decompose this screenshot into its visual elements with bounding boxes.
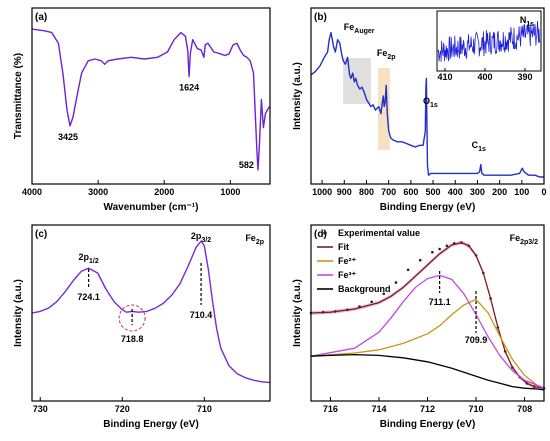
inset-n1s: 410 400 390 N1s xyxy=(436,10,542,82)
x-tick-label: 1000 xyxy=(312,187,332,197)
peak-label: FeAuger xyxy=(344,22,375,35)
x-tick-label: 2000 xyxy=(154,187,174,197)
panel-tag: (c) xyxy=(35,229,47,240)
x-axis-label: Binding Energy (eV) xyxy=(380,202,476,213)
inset-tick-label: 400 xyxy=(477,72,492,82)
panel-title: Fe2p3/2 xyxy=(510,233,539,246)
y-axis-label: Intensity (a.u.) xyxy=(13,279,24,347)
x-tick-label: 1000 xyxy=(220,187,240,197)
x-tick-label: 716 xyxy=(323,404,338,414)
x-tick-label: 712 xyxy=(420,404,435,414)
x-tick-label: 3000 xyxy=(88,187,108,197)
peak-label: 582 xyxy=(239,160,254,170)
panel-tag: (b) xyxy=(314,12,327,23)
x-axis-label: Wavenumber (cm⁻¹) xyxy=(104,202,199,213)
panel-tag: (d) xyxy=(314,229,327,240)
panel-4: 716 714 712 710 708 Binding Energy (eV) Intens… xyxy=(292,224,546,430)
panel-3: 730 720 710 Binding Energy (eV) Intensity (a… xyxy=(13,224,271,430)
data-point xyxy=(418,258,422,262)
x-tick-label: 708 xyxy=(517,404,532,414)
x-tick-label: 700 xyxy=(381,187,396,197)
panel-title: Fe2p xyxy=(245,233,264,246)
legend-swatch xyxy=(323,231,327,235)
x-tick-label: 600 xyxy=(403,187,418,197)
data-point xyxy=(394,281,398,284)
peak-label: 2p1/2 xyxy=(79,252,99,265)
x-tick-label: 710 xyxy=(469,404,484,414)
peak-label: 710.4 xyxy=(190,310,213,320)
data-point xyxy=(438,247,441,251)
inset-label: N1s xyxy=(520,15,534,28)
data-point xyxy=(445,244,449,248)
x-tick-label: 730 xyxy=(33,404,48,414)
data-point xyxy=(370,300,373,304)
y-axis-label: Transmittance (%) xyxy=(13,53,24,139)
x-tick-label: 300 xyxy=(470,187,485,197)
x-tick-label: 100 xyxy=(514,187,529,197)
x-tick-label: 714 xyxy=(371,404,386,414)
x-tick-label: 710 xyxy=(197,404,212,414)
legend-label: Experimental value xyxy=(338,228,420,238)
peak-label: 711.1 xyxy=(429,297,451,307)
inset-tick-label: 410 xyxy=(437,72,452,82)
x-tick-label: 900 xyxy=(337,187,352,197)
series-line xyxy=(310,31,544,178)
highlight-band xyxy=(378,68,390,150)
series-line xyxy=(31,240,271,384)
legend: Experimental value Fit Fe²⁺ Fe³⁺ Background xyxy=(317,228,420,294)
panel-1: 4000 3000 2000 1000 Wavenumber (cm⁻¹) Transmi… xyxy=(13,7,271,213)
peak-label: C1s xyxy=(472,140,486,153)
peak-label: Fe2p xyxy=(377,48,396,61)
peak-label: O1s xyxy=(423,96,438,109)
x-tick-label: 4000 xyxy=(22,187,42,197)
panel-tag: (a) xyxy=(35,12,47,23)
peak-label: 724.1 xyxy=(77,292,100,302)
plot-frame xyxy=(31,7,271,185)
y-axis-label: Intensity (a.u.) xyxy=(292,279,303,347)
peak-label: 1624 xyxy=(179,83,199,93)
panel-2: 1000 900 800 700 600 500 400 300 200 100 0Binding … xyxy=(292,7,547,213)
x-axis-label: Binding Energy (eV) xyxy=(380,419,476,430)
x-tick-label: 0 xyxy=(541,187,546,197)
x-axis-label: Binding Energy (eV) xyxy=(103,419,199,430)
plot-frame xyxy=(310,7,545,185)
peak-label: 709.9 xyxy=(465,335,488,345)
x-tick-label: 720 xyxy=(115,404,130,414)
highlight-circle xyxy=(118,304,146,332)
peak-label: 3425 xyxy=(58,132,78,142)
x-tick-label: 200 xyxy=(492,187,507,197)
series-line xyxy=(310,241,545,389)
series-line xyxy=(310,298,545,389)
x-tick-label: 400 xyxy=(448,187,463,197)
legend-label: Fe²⁺ xyxy=(338,256,357,266)
plot-frame xyxy=(31,224,271,402)
legend-label: Fit xyxy=(338,242,349,252)
series-line xyxy=(310,353,545,391)
inset-series xyxy=(437,20,541,62)
data-point xyxy=(431,250,434,254)
peak-label: 2p3/2 xyxy=(191,231,211,244)
peak-label: 718.8 xyxy=(121,334,144,344)
x-tick-label: 500 xyxy=(426,187,441,197)
legend-label: Background xyxy=(338,284,391,294)
x-tick-label: 800 xyxy=(359,187,374,197)
data-point xyxy=(382,292,386,296)
y-axis-label: Intensity (a.u.) xyxy=(292,62,303,130)
series-line xyxy=(31,28,270,171)
data-point xyxy=(406,268,410,272)
series-line xyxy=(310,274,545,389)
legend-label: Fe³⁺ xyxy=(338,270,357,280)
inset-tick-label: 390 xyxy=(517,72,532,82)
